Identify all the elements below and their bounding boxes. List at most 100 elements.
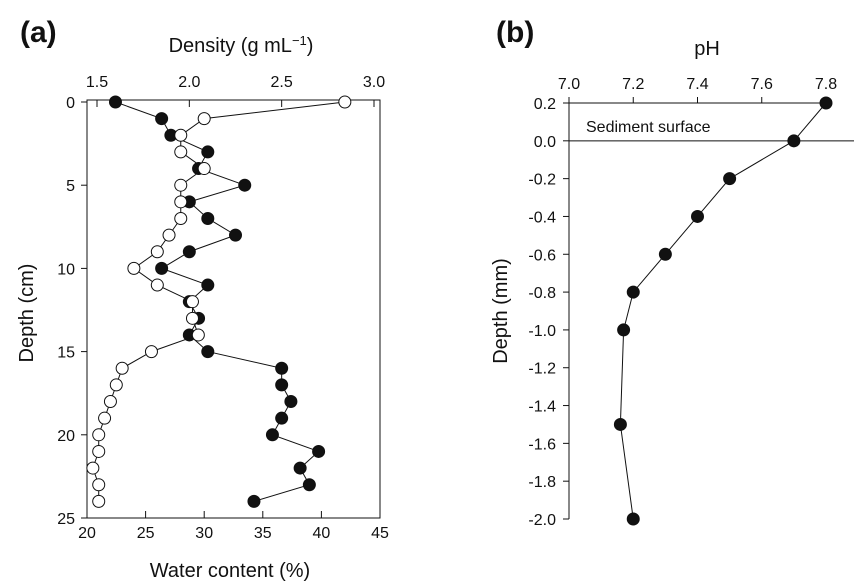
water-content-point [144,345,158,359]
panel-a-label: (a) [20,16,57,49]
density-point [302,478,316,492]
depth-mm-tick-label: -1.6 [528,436,556,453]
ph-point [691,209,704,223]
density-point [155,112,169,126]
ph-tick-label: 7.4 [686,76,708,93]
water-content-point [150,278,164,292]
water-content-point [150,245,164,259]
ph-point [787,134,801,148]
water-axis-title: Water content (%) [150,560,310,582]
density-point [201,278,215,292]
density-point [265,428,279,442]
density-point [275,378,289,392]
density-point [284,395,298,409]
density-point [108,95,122,109]
depth-cm-tick-label: 5 [66,178,75,195]
depth-cm-tick-label: 20 [57,428,75,445]
depth-cm-tick-label: 15 [57,345,75,362]
density-tick-label: 2.5 [271,74,293,91]
water-content-point [92,478,106,492]
depth-mm-tick-label: -0.4 [528,209,556,226]
density-point [201,345,215,359]
ph-axis-title: pH [694,38,720,60]
water-content-point [109,378,123,392]
depth-cm-axis-title: Depth (cm) [16,264,38,363]
density-point [312,444,326,458]
density-point [275,411,289,425]
density-axis-title-main: Density (g mL [169,35,292,57]
density-point [275,361,289,375]
density-series-line [115,101,320,502]
depth-mm-tick-label: -0.2 [528,172,556,189]
water-content-point [197,162,211,176]
density-point [155,261,169,275]
depth-mm-tick-label: -1.8 [528,474,556,491]
water-content-point [92,428,106,442]
water-content-point [174,145,188,159]
water-content-point [174,128,188,142]
water-content-point [185,295,199,309]
depth-cm-tick-label: 25 [57,511,75,528]
water-content-point [174,178,188,192]
density-point [229,228,242,242]
sediment-surface-label: Sediment surface [586,119,711,136]
ph-point [626,512,640,526]
water-content-point [185,311,199,325]
density-axis-title-end: ) [307,35,314,57]
depth-mm-tick-label: -1.4 [528,399,556,416]
depth-mm-tick-label: 0.2 [534,96,556,113]
ph-tick-label: 7.6 [751,76,773,93]
depth-cm-tick-label: 10 [57,261,75,278]
panel-a: (a) Density (g mL−1) Water content (%) D… [16,16,389,582]
ph-point [617,323,631,337]
water-content-point [103,395,117,409]
depth-mm-tick-label: -0.6 [528,247,556,264]
panel-b-series [613,96,833,526]
water-content-point [174,211,188,225]
water-content-point [162,228,176,242]
ph-series-line [619,102,827,520]
water-content-point [115,361,129,375]
ph-tick-label: 7.0 [558,76,580,93]
water-content-point [174,195,188,209]
water-tick-label: 35 [254,525,272,542]
ph-point [613,417,627,431]
panel-a-series [86,95,352,508]
ph-point [658,247,672,261]
panel-b: (b) pH Depth (mm) Sediment surface 7.0 7.… [490,16,854,529]
depth-cm-tick-label: 0 [66,95,75,112]
water-tick-label: 30 [195,525,213,542]
water-series-line [92,101,345,502]
density-axis-title-sup: −1 [292,33,307,48]
depth-mm-tick-label: -0.8 [528,285,556,302]
water-content-point [127,261,141,275]
density-point [293,461,307,475]
density-point [201,211,215,225]
ph-tick-label: 7.8 [815,76,837,93]
ph-tick-label: 7.2 [622,76,644,93]
water-content-point [197,112,211,126]
water-content-point [191,328,205,342]
water-content-point [338,95,352,109]
water-tick-label: 25 [137,525,155,542]
water-tick-label: 20 [78,525,96,542]
panel-b-axes: 7.0 7.2 7.4 7.6 7.8 0.2 0.0 -0.2 -0.4 -0.6 -0.8 -1.… [528,76,854,529]
panel-b-label: (b) [496,16,534,49]
density-point [238,178,252,192]
depth-mm-tick-label: -1.2 [528,361,556,378]
density-point [247,494,261,508]
depth-mm-tick-label: 0.0 [534,134,556,151]
ph-point [819,96,833,110]
depth-mm-axis-title: Depth (mm) [490,258,512,364]
depth-mm-tick-label: -2.0 [528,512,556,529]
density-tick-label: 1.5 [86,74,108,91]
density-tick-label: 2.0 [178,74,200,91]
density-point [182,245,196,259]
water-tick-label: 40 [313,525,331,542]
density-axis-title: Density (g mL−1) [169,33,314,57]
water-tick-label: 45 [371,525,389,542]
panel-a-frame [86,99,381,519]
water-content-point [92,444,106,458]
